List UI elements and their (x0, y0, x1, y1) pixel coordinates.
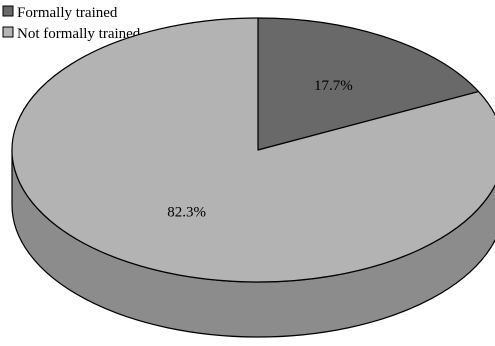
pie-slice-not-formally-trained (11, 17, 495, 283)
slice-label-not-formally-trained: 82.3% (167, 205, 206, 221)
legend-item-formally-trained: Formally trained (2, 5, 118, 21)
legend-label-not-formally-trained: Not formally trained (17, 26, 141, 42)
legend: Formally trained Not formally trained (2, 5, 141, 42)
legend-item-not-formally-trained: Not formally trained (2, 26, 141, 42)
pie-slice-formally-trained (257, 17, 480, 151)
legend-swatch-formally-trained (2, 5, 14, 17)
pie-labels: 17.7% 82.3% (167, 78, 352, 221)
pie-slices (11, 17, 495, 283)
legend-swatch-not-formally-trained (2, 26, 14, 38)
slice-label-formally-trained: 17.7% (314, 78, 353, 94)
legend-label-formally-trained: Formally trained (17, 5, 118, 21)
